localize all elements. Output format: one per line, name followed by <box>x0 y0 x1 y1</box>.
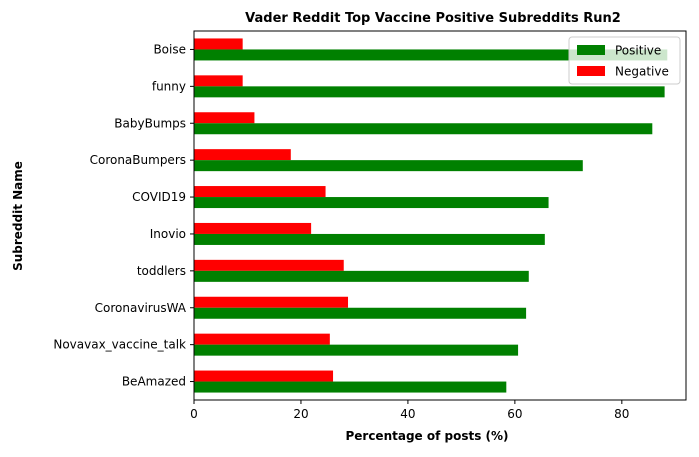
chart-title: Vader Reddit Top Vaccine Positive Subred… <box>245 11 621 26</box>
bar-negative-CoronaBumpers <box>194 149 291 161</box>
x-tick-label: 20 <box>293 407 308 421</box>
y-tick-label: Novavax_vaccine_talk <box>53 338 186 352</box>
bar-positive-Inovio <box>194 233 545 245</box>
bar-negative-COVID19 <box>194 186 326 198</box>
bar-negative-toddlers <box>194 259 344 271</box>
bar-negative-CoronavirusWA <box>194 296 349 308</box>
bar-positive-funny <box>194 86 665 98</box>
bar-negative-BabyBumps <box>194 112 255 124</box>
x-tick-label: 40 <box>400 407 415 421</box>
x-tick-label: 80 <box>614 407 629 421</box>
y-axis-label: Subreddit Name <box>11 161 25 271</box>
bar-positive-CoronaBumpers <box>194 160 583 172</box>
y-tick-label: CoronaBumpers <box>90 153 186 167</box>
bar-positive-BabyBumps <box>194 123 653 135</box>
legend-label-positive: Positive <box>615 44 661 58</box>
legend-swatch-positive <box>577 45 605 55</box>
legend-swatch-negative <box>577 66 605 76</box>
bar-negative-Boise <box>194 38 243 50</box>
bar-positive-CoronavirusWA <box>194 307 527 319</box>
plot-frame <box>193 30 687 401</box>
y-tick-label: BabyBumps <box>114 116 186 130</box>
bar-positive-COVID19 <box>194 197 549 209</box>
bar-positive-toddlers <box>194 270 529 282</box>
y-tick-label: CoronavirusWA <box>95 301 187 315</box>
y-tick-label: toddlers <box>137 264 186 278</box>
y-tick-label: Boise <box>153 42 186 56</box>
legend: Positive Negative <box>568 36 681 85</box>
bar-negative-funny <box>194 75 243 87</box>
y-tick-label: COVID19 <box>132 190 186 204</box>
bar-positive-Novavax_vaccine_talk <box>194 344 519 356</box>
x-tick-label: 60 <box>507 407 522 421</box>
bar-positive-BeAmazed <box>194 381 507 393</box>
y-tick-label: Inovio <box>150 227 186 241</box>
bar-negative-BeAmazed <box>194 370 334 382</box>
legend-label-negative: Negative <box>615 65 669 79</box>
y-tick-label: funny <box>152 79 186 93</box>
bar-negative-Inovio <box>194 222 312 234</box>
bar-positive-Boise <box>194 49 668 61</box>
y-tick-label: BeAmazed <box>122 375 186 389</box>
bar-negative-Novavax_vaccine_talk <box>194 333 330 345</box>
x-axis-label: Percentage of posts (%) <box>345 429 508 443</box>
x-tick-label: 0 <box>190 407 198 421</box>
